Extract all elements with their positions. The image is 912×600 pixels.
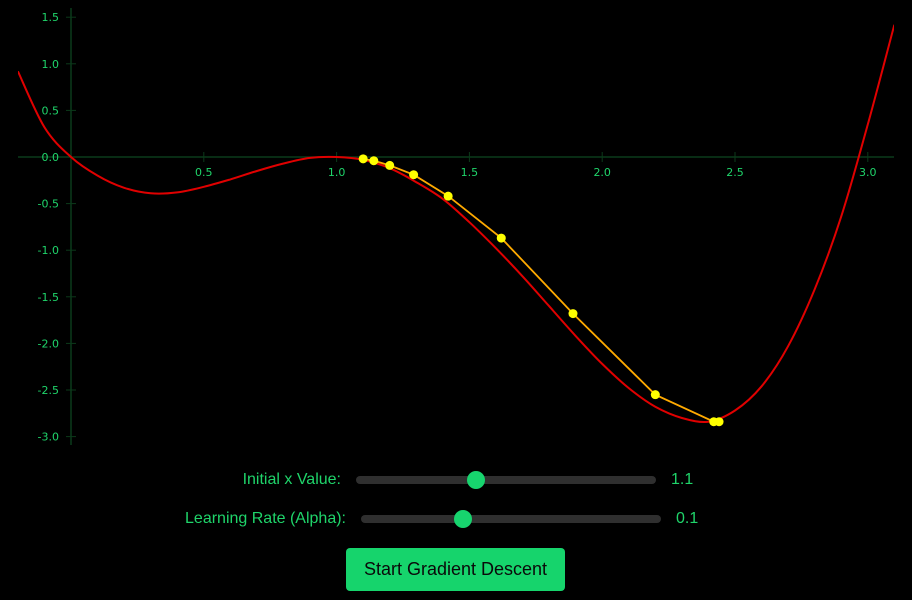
initial-x-slider-thumb[interactable] (467, 471, 485, 489)
x-tick-label: 0.5 (195, 166, 213, 179)
y-tick-label: -0.5 (38, 198, 59, 211)
function-curve (18, 24, 894, 423)
descent-path-layer (358, 154, 724, 427)
y-tick-label: -1.5 (38, 291, 59, 304)
descent-step-point (369, 156, 379, 166)
initial-x-label: Initial x Value: (242, 471, 341, 488)
descent-step-point (358, 154, 368, 164)
start-gradient-descent-button[interactable]: Start Gradient Descent (346, 548, 565, 591)
y-tick-label: -2.5 (38, 384, 59, 397)
gradient-descent-plot: 0.5 1.0 1.5 2.0 2.5 3.0 1.5 1.0 0.5 0.0 -0.5 -1.0 -1… (18, 8, 894, 445)
function-curve-layer (18, 24, 894, 423)
initial-x-slider[interactable] (356, 471, 656, 489)
x-tick-label: 3.0 (859, 166, 877, 179)
descent-step-point (714, 417, 724, 427)
x-tick-label: 2.5 (726, 166, 744, 179)
learning-rate-label: Learning Rate (Alpha): (185, 510, 346, 527)
y-tick-label: 0.5 (42, 104, 60, 117)
axes: 0.5 1.0 1.5 2.0 2.5 3.0 1.5 1.0 0.5 0.0 -0.5 -1.0 -1… (18, 8, 894, 445)
descent-path-line (363, 158, 720, 423)
x-tick-label: 1.0 (328, 166, 346, 179)
learning-rate-slider[interactable] (361, 510, 661, 528)
descent-step-point (409, 170, 419, 180)
y-tick-label: -1.0 (38, 244, 59, 257)
descent-step-point (650, 390, 660, 400)
initial-x-value: 1.1 (671, 471, 694, 488)
learning-rate-slider-thumb[interactable] (454, 510, 472, 528)
y-tick-label: -3.0 (38, 431, 59, 444)
x-tick-label: 1.5 (461, 166, 479, 179)
descent-step-point (568, 309, 578, 319)
descent-step-point (496, 233, 506, 243)
x-tick-label: 2.0 (593, 166, 611, 179)
y-tick-label: -2.0 (38, 337, 59, 350)
learning-rate-value: 0.1 (676, 510, 699, 527)
y-tick-label: 1.0 (42, 58, 60, 71)
y-tick-label: 1.5 (42, 11, 60, 24)
learning-rate-control: Learning Rate (Alpha): 0.1 (180, 510, 706, 528)
descent-step-point (385, 160, 395, 170)
descent-step-point (443, 191, 453, 201)
y-tick-label: 0.0 (42, 151, 60, 164)
initial-x-control: Initial x Value: 1.1 (180, 471, 701, 489)
